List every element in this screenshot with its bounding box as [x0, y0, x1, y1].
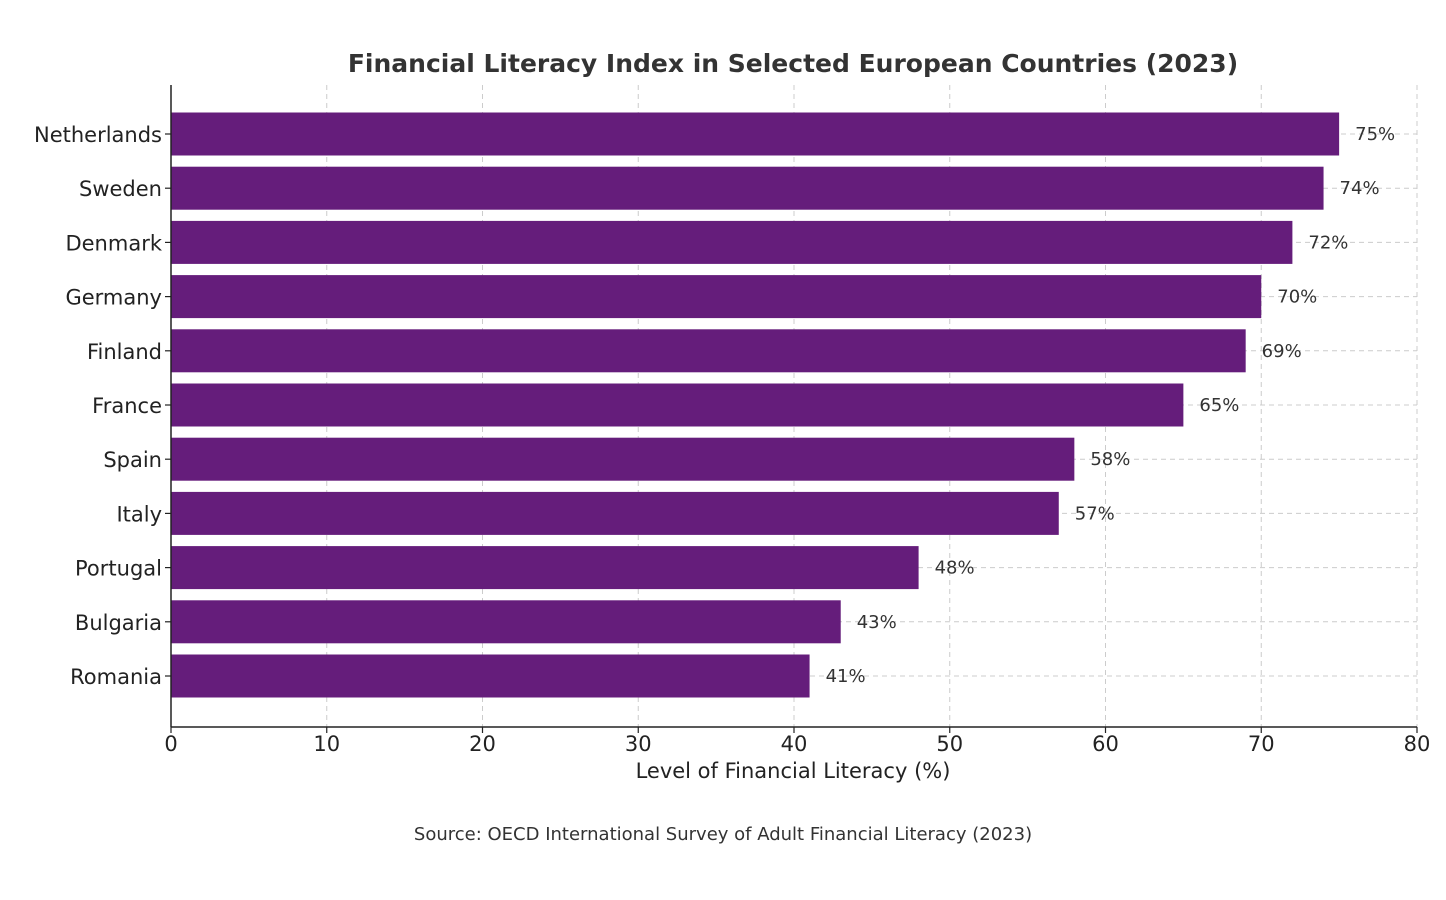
bar-finland: [171, 329, 1246, 373]
bar-portugal: [171, 546, 919, 590]
x-tick-label: 0: [164, 732, 177, 756]
bar-sweden: [171, 166, 1324, 210]
labels: 0 10 20 30 40 50 60 70 80 Netherlands 75% Sweden 74%…: [34, 123, 1430, 756]
axes: [165, 85, 1418, 733]
data-label: 57%: [1075, 503, 1115, 524]
x-axis-label: Level of Financial Literacy (%): [636, 759, 951, 783]
bar-bulgaria: [171, 600, 841, 644]
x-tick-label: 60: [1092, 732, 1119, 756]
x-tick-label: 70: [1248, 732, 1275, 756]
x-tick-label: 10: [313, 732, 340, 756]
category-label: Italy: [116, 502, 162, 526]
data-label: 58%: [1090, 449, 1130, 470]
x-tick-label: 30: [625, 732, 652, 756]
data-label: 72%: [1308, 232, 1348, 253]
x-tick-label: 80: [1404, 732, 1431, 756]
category-label: Romania: [70, 665, 162, 689]
data-label: 74%: [1340, 178, 1380, 199]
bar-italy: [171, 491, 1059, 535]
category-label: Bulgaria: [75, 611, 162, 635]
bar-spain: [171, 437, 1075, 481]
x-tick-label: 20: [469, 732, 496, 756]
data-label: 75%: [1355, 124, 1395, 145]
category-label: Finland: [87, 340, 162, 364]
bar-denmark: [171, 220, 1293, 264]
category-label: Spain: [103, 448, 162, 472]
category-label: France: [92, 394, 162, 418]
category-label: Portugal: [75, 557, 162, 581]
bar-germany: [171, 275, 1262, 319]
bars: [171, 112, 1340, 698]
x-tick-label: 40: [781, 732, 808, 756]
bar-romania: [171, 654, 810, 698]
data-label: 70%: [1277, 287, 1317, 308]
data-label: 43%: [857, 612, 897, 633]
source-note: Source: OECD International Survey of Adu…: [414, 824, 1032, 845]
category-label: Netherlands: [34, 123, 162, 147]
category-label: Sweden: [79, 177, 162, 201]
data-label: 65%: [1199, 395, 1239, 416]
bar-france: [171, 383, 1184, 427]
bar-netherlands: [171, 112, 1340, 156]
x-tick-label: 50: [936, 732, 963, 756]
category-label: Germany: [65, 286, 162, 310]
category-label: Denmark: [65, 231, 162, 255]
data-label: 69%: [1262, 341, 1302, 362]
data-label: 48%: [935, 558, 975, 579]
chart-title: Financial Literacy Index in Selected Eur…: [348, 49, 1238, 78]
data-label: 41%: [826, 666, 866, 687]
